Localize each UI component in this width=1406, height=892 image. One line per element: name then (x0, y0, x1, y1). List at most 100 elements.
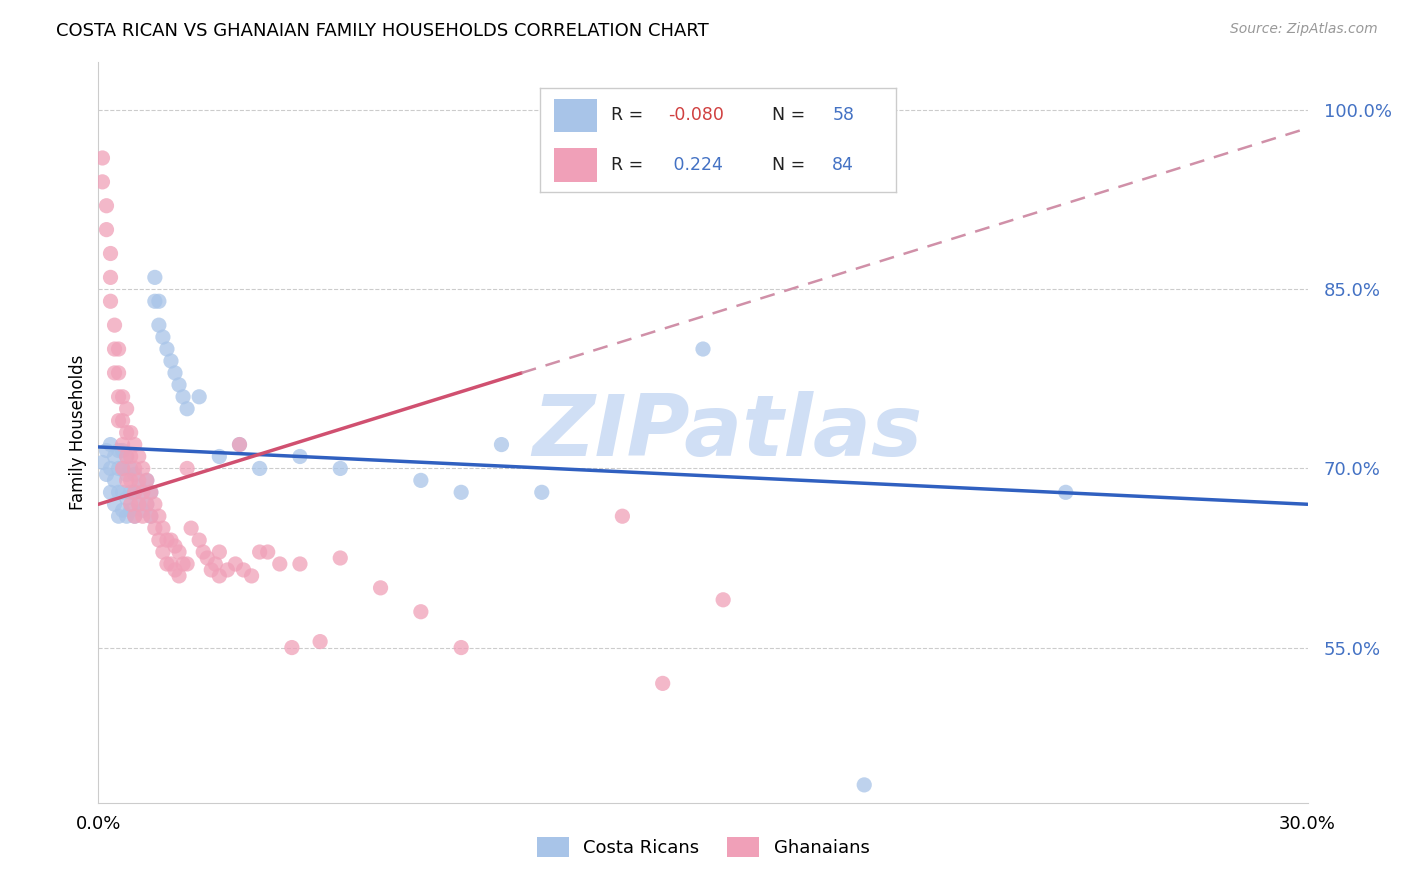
Point (143, 497, 166, 511)
Point (139, 485, 162, 500)
Point (111, 437, 134, 451)
Point (208, 569, 231, 583)
Legend: Costa Ricans, Ghanaians: Costa Ricans, Ghanaians (529, 830, 877, 864)
Point (160, 557, 183, 571)
Text: ZIPatlas: ZIPatlas (531, 391, 922, 475)
Point (160, 533, 183, 547)
Point (96, 467, 118, 482)
Point (204, 557, 226, 571)
Point (156, 557, 179, 571)
Point (228, 437, 250, 451)
Point (195, 551, 218, 566)
Point (100, 270, 122, 285)
Point (103, 497, 125, 511)
Point (115, 491, 138, 506)
Point (132, 461, 155, 475)
Point (132, 509, 155, 524)
Point (115, 401, 138, 416)
Point (111, 461, 134, 475)
Point (120, 497, 142, 511)
Point (193, 545, 215, 559)
Point (135, 497, 157, 511)
Point (107, 390, 129, 404)
Point (200, 563, 222, 577)
Point (100, 294, 122, 309)
Point (156, 342, 179, 356)
Text: Source: ZipAtlas.com: Source: ZipAtlas.com (1230, 22, 1378, 37)
Point (103, 474, 125, 488)
Point (115, 467, 138, 482)
Point (148, 509, 170, 524)
Point (256, 545, 278, 559)
Point (530, 485, 553, 500)
Point (111, 461, 134, 475)
Point (115, 509, 138, 524)
Point (176, 557, 198, 571)
Point (167, 377, 190, 392)
Point (128, 450, 150, 464)
Point (91, 455, 114, 469)
Point (135, 474, 157, 488)
Point (91, 175, 114, 189)
Point (115, 425, 138, 440)
Point (152, 545, 174, 559)
Point (120, 450, 142, 464)
Point (450, 640, 472, 655)
Point (491, 437, 513, 451)
Point (152, 521, 174, 535)
Point (115, 474, 138, 488)
Point (309, 634, 332, 648)
Point (107, 485, 129, 500)
Point (176, 401, 198, 416)
Point (143, 294, 166, 309)
Point (188, 390, 211, 404)
Point (217, 563, 239, 577)
Point (115, 450, 138, 464)
Point (124, 509, 146, 524)
Point (103, 318, 125, 333)
Point (329, 461, 352, 475)
Point (409, 474, 432, 488)
Point (148, 318, 170, 333)
Point (143, 270, 166, 285)
Point (124, 485, 146, 500)
Point (91, 151, 114, 165)
Point (288, 450, 311, 464)
Point (100, 437, 122, 451)
Point (100, 485, 122, 500)
Point (269, 557, 291, 571)
Point (120, 485, 142, 500)
Point (124, 437, 146, 451)
Point (124, 467, 146, 482)
Point (132, 503, 155, 517)
Point (651, 676, 673, 690)
Point (249, 545, 271, 559)
Point (288, 557, 311, 571)
Point (120, 425, 142, 440)
Point (115, 450, 138, 464)
Point (124, 509, 146, 524)
Point (135, 474, 157, 488)
Point (96, 222, 118, 236)
Text: COSTA RICAN VS GHANAIAN FAMILY HOUSEHOLDS CORRELATION CHART: COSTA RICAN VS GHANAIAN FAMILY HOUSEHOLD… (56, 22, 709, 40)
Point (96, 199, 118, 213)
Point (163, 539, 186, 553)
Point (281, 640, 304, 655)
Point (172, 557, 194, 571)
Point (711, 592, 734, 607)
Point (103, 342, 125, 356)
Point (128, 497, 150, 511)
Point (139, 509, 162, 524)
Point (228, 437, 250, 451)
Point (132, 485, 155, 500)
Point (156, 533, 179, 547)
Point (103, 366, 125, 380)
Point (135, 497, 157, 511)
Point (148, 533, 170, 547)
Point (103, 450, 125, 464)
Point (612, 509, 634, 524)
Point (107, 366, 129, 380)
Point (128, 479, 150, 493)
Point (120, 503, 142, 517)
Point (232, 563, 254, 577)
